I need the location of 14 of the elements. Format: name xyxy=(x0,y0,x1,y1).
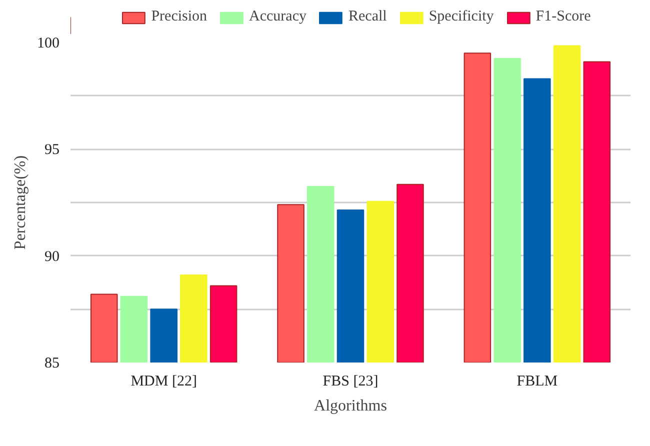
x-tick-label: FBLM xyxy=(516,374,558,390)
x-tick-label: MDM [22] xyxy=(130,374,197,390)
x-axis-title: Algorithms xyxy=(314,398,387,414)
legend-label: Recall xyxy=(348,8,387,26)
legend-label: F1-Score xyxy=(536,8,591,26)
y-tick-label: 100 xyxy=(37,36,60,52)
y-tick-label: 85 xyxy=(44,356,60,372)
legend-label: Accuracy xyxy=(249,8,306,26)
y-tick-label: 90 xyxy=(44,248,60,265)
legend-label: Specificity xyxy=(428,8,494,26)
legend-label: Precision xyxy=(151,8,208,26)
y-tick-label: 95 xyxy=(44,142,60,158)
x-tick-label: FBS [23] xyxy=(322,374,378,390)
y-axis-title: Percentage(%) xyxy=(12,155,29,250)
